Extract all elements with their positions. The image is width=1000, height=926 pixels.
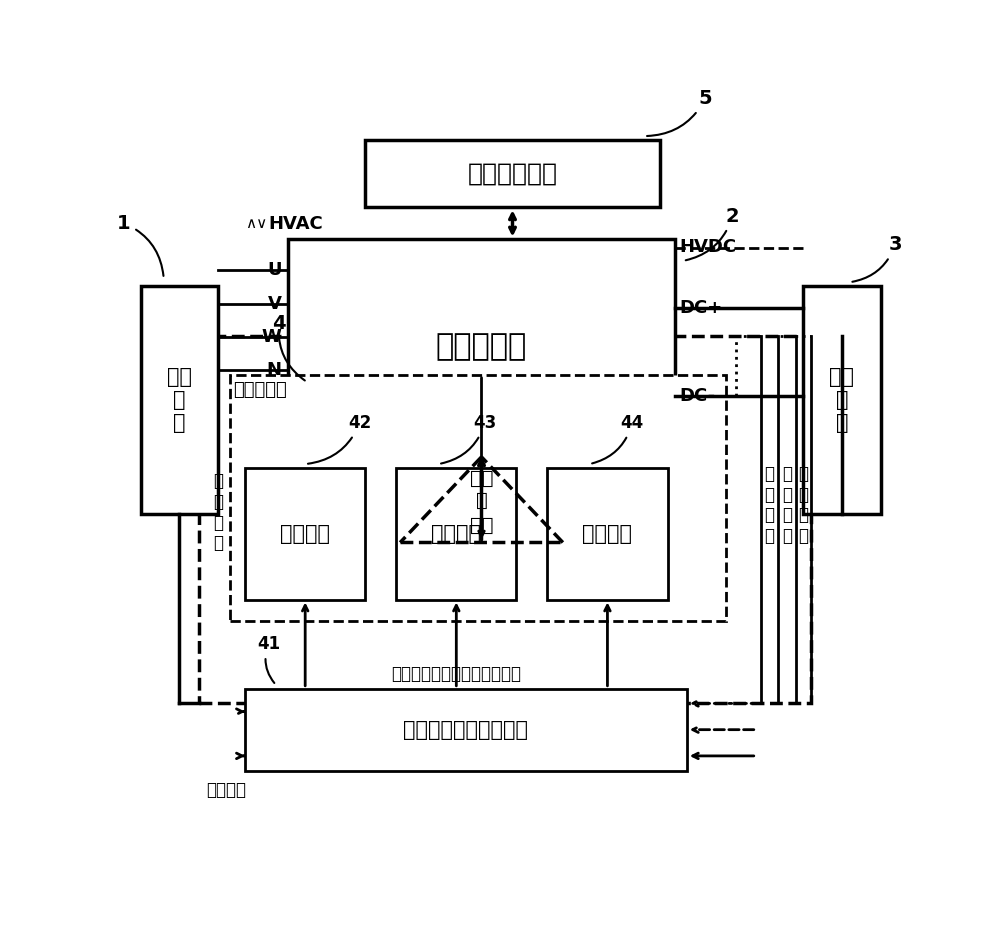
Text: N: N	[267, 361, 282, 379]
Bar	[803, 286, 881, 514]
Text: 通讯模块: 通讯模块	[280, 523, 330, 544]
Text: 2: 2	[686, 206, 739, 260]
Text: 43: 43	[441, 415, 496, 464]
Text: 1: 1	[117, 214, 163, 276]
Bar	[245, 689, 687, 770]
Text: U: U	[267, 261, 282, 280]
Text: 3: 3	[852, 235, 902, 282]
Text: W: W	[262, 328, 282, 345]
Text: 动力
电
池: 动力 电 池	[829, 367, 854, 433]
Text: HVAC: HVAC	[268, 215, 323, 232]
Text: 交
流
电
流: 交 流 电 流	[213, 472, 223, 553]
Text: 驱动: 驱动	[470, 517, 493, 535]
Bar	[288, 240, 675, 454]
Text: 电
池
电
压: 电 池 电 压	[799, 465, 809, 545]
Text: DC+: DC+	[679, 299, 722, 317]
Text: ∧∨: ∧∨	[245, 217, 267, 232]
Text: HVDC: HVDC	[679, 238, 736, 256]
Text: DC-: DC-	[679, 387, 715, 405]
Text: 控制模块: 控制模块	[431, 523, 481, 544]
Text: 电
池
电
流: 电 池 电 流	[782, 465, 792, 545]
Text: 电池管理系统: 电池管理系统	[468, 161, 558, 185]
Text: 车载充电机: 车载充电机	[436, 332, 527, 361]
Bar	[140, 286, 218, 514]
Bar	[396, 468, 516, 599]
Bar	[230, 375, 726, 621]
Text: 电压、电流、功率、电网信息: 电压、电流、功率、电网信息	[391, 665, 521, 683]
Text: V: V	[268, 294, 282, 313]
Text: 交流电压: 交流电压	[206, 782, 246, 799]
Text: 高兼容性信号处理模块: 高兼容性信号处理模块	[403, 720, 528, 740]
Bar	[245, 468, 365, 599]
Text: 交流
电
网: 交流 电 网	[167, 367, 192, 433]
Text: 42: 42	[308, 415, 371, 464]
Text: 4: 4	[272, 314, 305, 381]
Text: 数字控制器: 数字控制器	[234, 381, 287, 398]
Text: 44: 44	[592, 415, 644, 463]
Bar	[547, 468, 668, 599]
Bar	[199, 336, 811, 703]
Text: 5: 5	[647, 89, 712, 136]
Bar	[365, 140, 660, 207]
Text: 诊断模块: 诊断模块	[582, 523, 632, 544]
Text: 开关
管: 开关 管	[470, 469, 493, 509]
Text: 整
流
电
压: 整 流 电 压	[764, 465, 774, 545]
Text: 41: 41	[257, 635, 280, 683]
